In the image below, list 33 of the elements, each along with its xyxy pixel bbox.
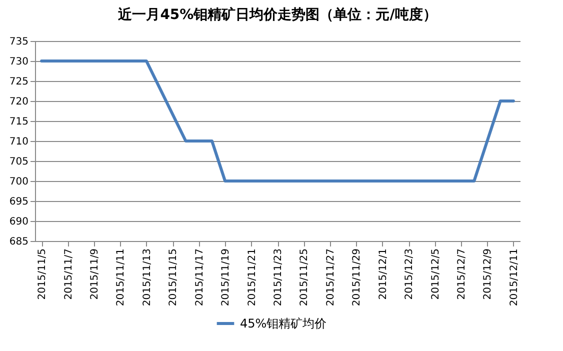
line-series (40, 60, 515, 182)
x-tick-label: 2015/11/21 (246, 248, 258, 306)
y-tick-label: 730 (9, 56, 28, 68)
y-tick-label: 705 (9, 156, 28, 168)
legend-label: 45%钼精矿均价 (240, 316, 327, 330)
x-tick-label: 2015/11/5 (37, 248, 48, 300)
x-tick-label: 2015/11/13 (142, 248, 153, 306)
x-tick-label: 2015/11/29 (352, 248, 363, 306)
y-tick-label: 710 (9, 136, 28, 148)
y-tick-label: 725 (9, 76, 28, 88)
y-tick-label: 715 (9, 116, 28, 128)
x-tick-label: 2015/11/7 (63, 248, 74, 300)
x-tick-label: 2015/12/11 (508, 248, 520, 306)
y-tick-label: 700 (9, 176, 28, 188)
x-tick-label: 2015/12/7 (456, 248, 468, 300)
x-tick-label: 2015/11/23 (273, 248, 284, 306)
y-tick-label: 695 (9, 196, 28, 208)
chart-title: 近一月45%钼精矿日均价走势图（单位：元/吨度） (117, 6, 437, 23)
x-tick-label: 2015/11/9 (89, 248, 100, 300)
y-tick-label: 690 (9, 216, 28, 228)
x-tick-label: 2015/12/9 (482, 248, 494, 300)
x-tick-label: 2015/11/27 (325, 248, 336, 306)
y-tick-label: 720 (9, 96, 28, 108)
x-tick-label: 2015/12/5 (430, 248, 442, 300)
x-tick-label: 2015/11/25 (299, 248, 310, 306)
x-tick-label: 2015/11/19 (220, 248, 232, 306)
x-tick-label: 2015/11/11 (116, 248, 127, 306)
x-tick-label: 2015/12/1 (378, 248, 389, 300)
x-tick-label: 2015/11/15 (168, 248, 180, 306)
x-tick-label: 2015/11/17 (194, 248, 206, 306)
y-tick-label: 735 (9, 36, 28, 48)
y-tick-label: 685 (9, 236, 28, 248)
x-tick-label: 2015/12/3 (404, 248, 416, 300)
